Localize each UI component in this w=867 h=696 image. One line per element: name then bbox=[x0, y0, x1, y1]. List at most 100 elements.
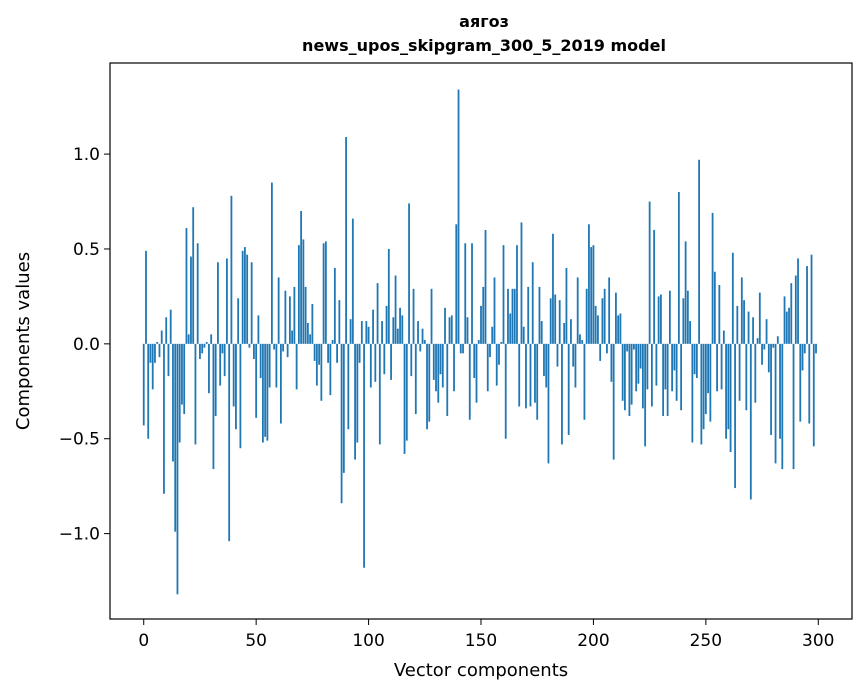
bar bbox=[500, 341, 503, 344]
bar bbox=[466, 317, 469, 344]
bar bbox=[655, 343, 658, 386]
bar bbox=[538, 286, 541, 344]
bar bbox=[421, 328, 424, 344]
bar bbox=[226, 258, 228, 344]
bar bbox=[594, 305, 597, 344]
bar bbox=[799, 343, 802, 422]
bar bbox=[567, 343, 570, 435]
bar bbox=[387, 248, 390, 344]
bar bbox=[626, 343, 629, 352]
bar bbox=[142, 343, 145, 426]
bar bbox=[516, 245, 518, 344]
bar bbox=[327, 343, 329, 363]
bar bbox=[572, 343, 575, 367]
bar bbox=[315, 343, 318, 386]
bar bbox=[619, 313, 622, 344]
bar bbox=[545, 343, 548, 388]
bar bbox=[313, 343, 316, 361]
bar bbox=[297, 245, 300, 344]
bar bbox=[154, 343, 156, 363]
bar bbox=[502, 245, 505, 344]
bar bbox=[763, 343, 766, 350]
bar bbox=[677, 192, 680, 344]
bar bbox=[259, 343, 262, 379]
bar bbox=[176, 343, 179, 595]
bar bbox=[662, 343, 665, 416]
bar bbox=[383, 343, 386, 375]
bar bbox=[358, 343, 361, 363]
bar bbox=[360, 321, 363, 344]
bar bbox=[432, 343, 435, 380]
bar bbox=[408, 203, 410, 344]
bar bbox=[702, 343, 705, 430]
bar bbox=[435, 343, 437, 392]
bar bbox=[522, 326, 525, 344]
bar bbox=[633, 343, 635, 350]
bar bbox=[792, 343, 795, 470]
bar bbox=[801, 343, 804, 371]
bar bbox=[192, 207, 195, 344]
bar bbox=[181, 343, 183, 405]
bar bbox=[774, 343, 777, 464]
bar bbox=[396, 328, 399, 344]
bar bbox=[495, 343, 498, 386]
bar bbox=[738, 343, 741, 401]
bar bbox=[320, 343, 323, 401]
bar bbox=[437, 343, 440, 403]
bar bbox=[336, 343, 338, 363]
bar bbox=[230, 195, 233, 344]
bar bbox=[356, 343, 359, 443]
bar bbox=[565, 267, 568, 344]
bar bbox=[235, 343, 237, 430]
bar bbox=[174, 343, 177, 532]
x-tick-label: 100 bbox=[352, 631, 384, 651]
bar bbox=[428, 343, 431, 422]
bar bbox=[405, 343, 408, 441]
bar bbox=[311, 304, 314, 344]
bar bbox=[163, 343, 165, 494]
y-axis-label: Components values bbox=[13, 252, 34, 430]
bar bbox=[520, 222, 523, 344]
bar bbox=[707, 343, 709, 394]
bar bbox=[268, 343, 271, 388]
bar bbox=[720, 343, 723, 390]
bar bbox=[740, 277, 743, 344]
bar bbox=[767, 343, 770, 373]
bar bbox=[410, 343, 413, 377]
bar bbox=[210, 334, 213, 344]
bar bbox=[203, 343, 206, 348]
bar bbox=[788, 307, 790, 344]
bar bbox=[491, 326, 494, 344]
bar bbox=[504, 343, 507, 439]
bar bbox=[704, 343, 707, 415]
bar bbox=[657, 296, 660, 344]
bar bbox=[430, 288, 433, 344]
bar bbox=[509, 313, 512, 344]
bar bbox=[536, 343, 539, 420]
bar bbox=[644, 343, 647, 447]
bar bbox=[803, 343, 806, 354]
bar bbox=[650, 343, 653, 407]
x-tick-label: 300 bbox=[802, 631, 834, 651]
bar bbox=[253, 343, 255, 360]
bar bbox=[345, 137, 347, 344]
bar bbox=[785, 311, 788, 344]
bar bbox=[752, 317, 754, 344]
bar bbox=[309, 334, 312, 344]
bar bbox=[145, 250, 147, 344]
y-tick-label: −1.0 bbox=[59, 525, 100, 545]
bar bbox=[372, 309, 374, 344]
bar bbox=[525, 343, 527, 409]
bar bbox=[160, 330, 163, 344]
bar bbox=[468, 343, 471, 420]
bar bbox=[639, 343, 642, 369]
bar bbox=[563, 322, 566, 344]
bar bbox=[579, 334, 581, 344]
bar bbox=[675, 343, 678, 401]
bar bbox=[295, 343, 298, 390]
bar bbox=[277, 277, 280, 344]
bar bbox=[547, 343, 550, 464]
x-axis-label: Vector components bbox=[394, 660, 568, 681]
bar bbox=[747, 311, 750, 344]
bar bbox=[527, 286, 530, 344]
